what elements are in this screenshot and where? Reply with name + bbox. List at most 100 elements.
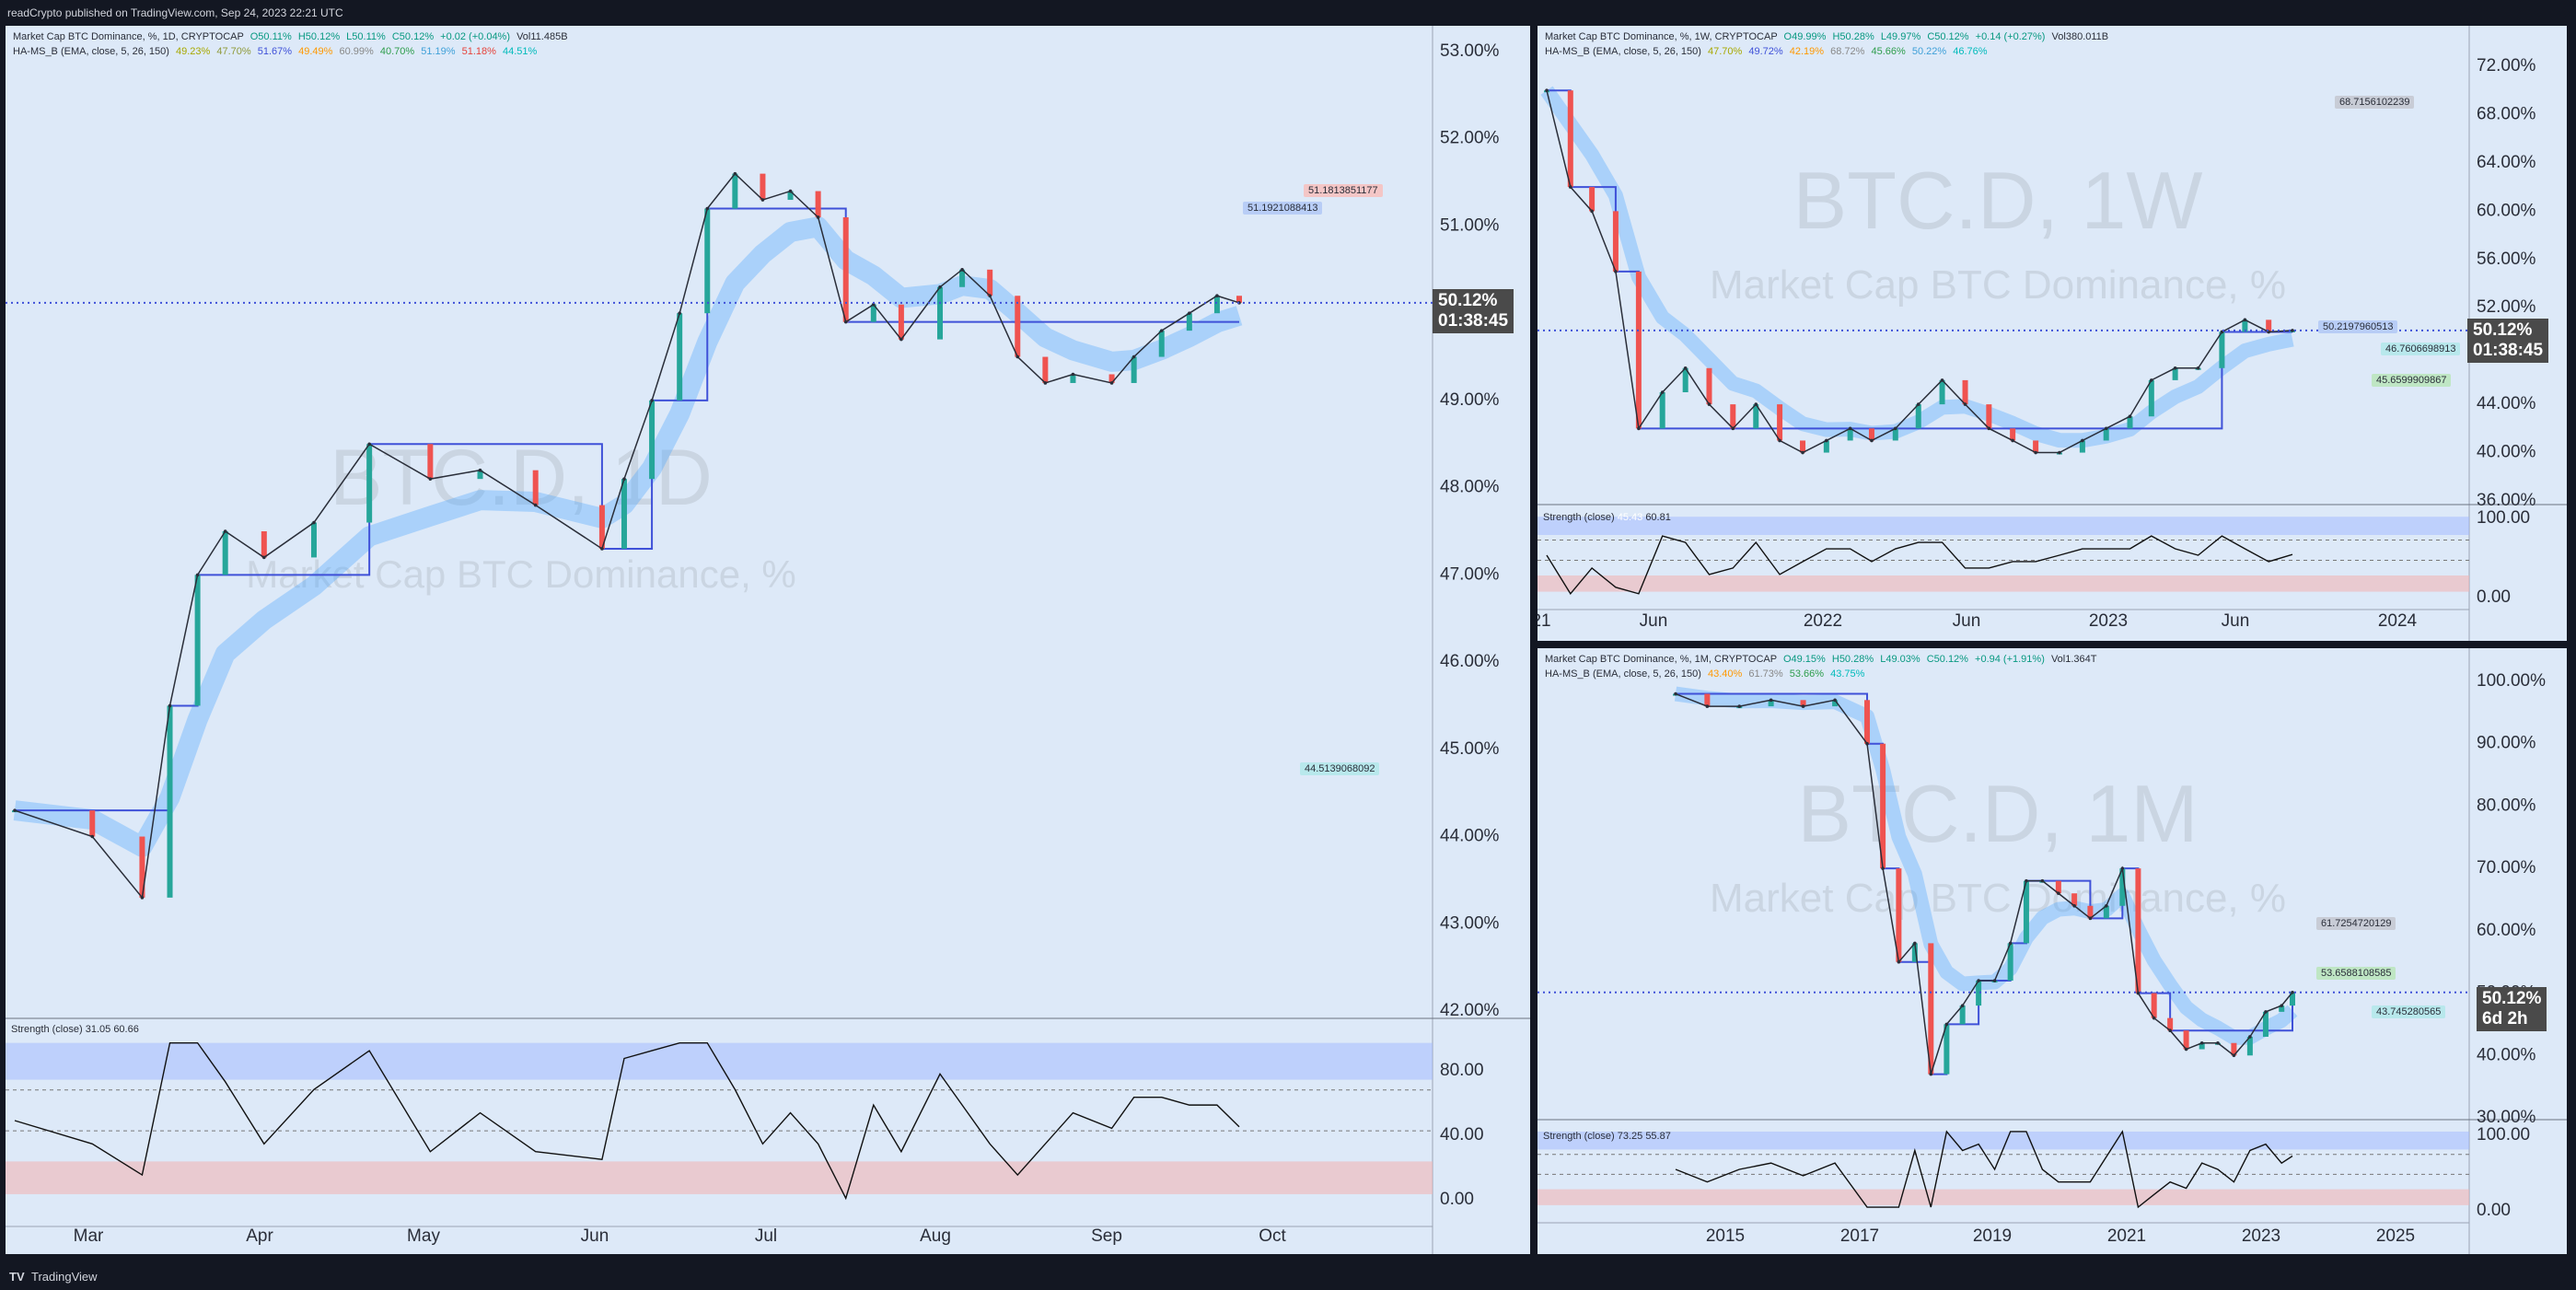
daily-candle bbox=[621, 479, 627, 549]
daily-data-point bbox=[1071, 372, 1075, 377]
daily-y-tick-label: 47.00% bbox=[1440, 564, 1500, 584]
weekly-candle bbox=[2219, 331, 2225, 368]
monthly-data-point bbox=[2088, 916, 2093, 921]
monthly-candle bbox=[1976, 981, 1982, 1006]
monthly-level-label: 53.6588108585 bbox=[2316, 967, 2396, 980]
weekly-candle bbox=[2266, 320, 2272, 332]
daily-y-tick-label: 49.00% bbox=[1440, 390, 1500, 410]
daily-data-point bbox=[733, 171, 737, 176]
daily-data-point bbox=[600, 547, 604, 551]
daily-level-label: 51.1921088413 bbox=[1243, 202, 1323, 215]
monthly-data-point bbox=[1960, 1004, 1965, 1007]
monthly-data-point bbox=[1769, 698, 1773, 703]
daily-y-tick-label: 48.00% bbox=[1440, 478, 1500, 497]
daily-strength-tick-label: 80.00 bbox=[1440, 1061, 1484, 1080]
daily-y-tick-label: 46.00% bbox=[1440, 652, 1500, 671]
weekly-strength-upper-band bbox=[1537, 517, 2469, 535]
weekly-candle bbox=[2033, 440, 2039, 453]
monthly-x-tick-label: 2025 bbox=[2376, 1226, 2415, 1246]
daily-candle bbox=[1213, 296, 1220, 314]
daily-chart-panel[interactable]: BTC.D, 1D Market Cap BTC Dominance, % 53.0… bbox=[6, 26, 1530, 1254]
daily-candle bbox=[477, 470, 483, 480]
monthly-data-point bbox=[2216, 1040, 2220, 1045]
daily-candle bbox=[1070, 374, 1076, 383]
monthly-candle bbox=[2103, 905, 2109, 919]
monthly-strength-legend: Strength (close) 73.25 55.87 bbox=[1543, 1131, 1671, 1142]
weekly-candle bbox=[1682, 367, 1688, 392]
weekly-data-point bbox=[1731, 426, 1735, 431]
monthly-candle bbox=[1911, 943, 1918, 962]
monthly-data-point bbox=[1992, 979, 1997, 982]
monthly-data-point bbox=[1897, 959, 1901, 964]
monthly-y-tick-label: 40.00% bbox=[2477, 1045, 2536, 1064]
weekly-data-point bbox=[1801, 450, 1804, 455]
monthly-candle bbox=[2231, 1042, 2237, 1056]
daily-data-point bbox=[168, 703, 172, 708]
weekly-candle bbox=[2148, 379, 2154, 417]
daily-data-point bbox=[1215, 294, 1219, 298]
weekly-y-tick-label: 56.00% bbox=[2477, 250, 2536, 269]
weekly-data-point bbox=[2150, 378, 2153, 382]
weekly-data-point bbox=[1893, 426, 1897, 431]
daily-x-tick-label: Oct bbox=[1259, 1226, 1286, 1246]
weekly-watermark-description: Market Cap BTC Dominance, % bbox=[1710, 262, 2286, 308]
monthly-level-label: 61.7254720129 bbox=[2316, 917, 2396, 930]
weekly-candle bbox=[2010, 428, 2016, 441]
monthly-data-point bbox=[2008, 941, 2013, 946]
daily-candle bbox=[787, 191, 794, 201]
weekly-chart-panel[interactable]: BTC.D, 1W Market Cap BTC Dominance, % 72.0… bbox=[1537, 26, 2567, 641]
monthly-data-point bbox=[2136, 991, 2141, 995]
monthly-chart-panel[interactable]: BTC.D, 1M Market Cap BTC Dominance, % 100.… bbox=[1537, 648, 2567, 1254]
daily-y-tick-label: 42.00% bbox=[1440, 1001, 1500, 1020]
monthly-strength-tick-label: 0.00 bbox=[2477, 1201, 2511, 1220]
monthly-candle bbox=[2007, 943, 2013, 982]
monthly-data-point bbox=[1881, 866, 1885, 870]
daily-data-point bbox=[988, 294, 992, 298]
daily-data-point bbox=[1159, 329, 1164, 332]
weekly-x-tick-label: 21 bbox=[1537, 611, 1551, 631]
weekly-candle bbox=[1706, 367, 1712, 405]
weekly-chart-svg[interactable]: BTC.D, 1W Market Cap BTC Dominance, % 72.0… bbox=[1537, 26, 2567, 641]
monthly-data-point bbox=[2040, 878, 2045, 883]
monthly-chart-svg[interactable]: BTC.D, 1M Market Cap BTC Dominance, % 100.… bbox=[1537, 648, 2567, 1254]
daily-strength-line bbox=[14, 1041, 1240, 1201]
daily-y-tick-label: 43.00% bbox=[1440, 913, 1500, 933]
weekly-strength-legend: Strength (close) 45.43 60.81 bbox=[1543, 512, 1671, 523]
weekly-data-point bbox=[2011, 438, 2014, 443]
daily-data-point bbox=[140, 896, 145, 900]
weekly-candle bbox=[1589, 187, 1595, 212]
monthly-x-tick-label: 2017 bbox=[1840, 1226, 1879, 1246]
weekly-candle bbox=[1823, 440, 1829, 453]
monthly-candle bbox=[2087, 905, 2094, 919]
weekly-candle bbox=[1800, 440, 1806, 453]
weekly-candle bbox=[2103, 428, 2109, 441]
weekly-x-tick-label: 2022 bbox=[1804, 611, 1842, 631]
monthly-y-tick-label: 60.00% bbox=[2477, 921, 2536, 940]
daily-data-point bbox=[478, 468, 482, 472]
weekly-x-tick-label: Jun bbox=[1640, 611, 1668, 631]
daily-data-point bbox=[195, 573, 200, 577]
daily-candle bbox=[987, 269, 993, 296]
weekly-x-tick-label: 2023 bbox=[2089, 611, 2128, 631]
weekly-candle bbox=[2172, 367, 2178, 380]
weekly-level-label: 50.2197960513 bbox=[2318, 320, 2398, 333]
daily-y-tick-label: 51.00% bbox=[1440, 215, 1500, 235]
monthly-x-tick-label: 2021 bbox=[2107, 1226, 2146, 1246]
monthly-candle bbox=[2246, 1036, 2253, 1056]
daily-strength-upper-band bbox=[6, 1042, 1433, 1080]
weekly-level-label: 68.7156102239 bbox=[2335, 96, 2415, 109]
daily-candle bbox=[704, 208, 711, 314]
monthly-data-point bbox=[1801, 704, 1805, 708]
weekly-candle bbox=[1777, 404, 1783, 441]
weekly-data-point bbox=[1963, 402, 1967, 406]
monthly-indicator-legend: HA-MS_B (EMA, close, 5, 26, 150) 43.40% … bbox=[1545, 668, 1865, 680]
monthly-data-point bbox=[1913, 941, 1917, 946]
daily-data-point bbox=[816, 215, 820, 219]
daily-data-point bbox=[262, 555, 266, 560]
weekly-data-point bbox=[1590, 209, 1594, 214]
weekly-data-point bbox=[1825, 438, 1828, 443]
daily-y-tick-label: 52.00% bbox=[1440, 129, 1500, 148]
daily-candle bbox=[732, 173, 738, 209]
monthly-y-tick-label: 80.00% bbox=[2477, 796, 2536, 815]
